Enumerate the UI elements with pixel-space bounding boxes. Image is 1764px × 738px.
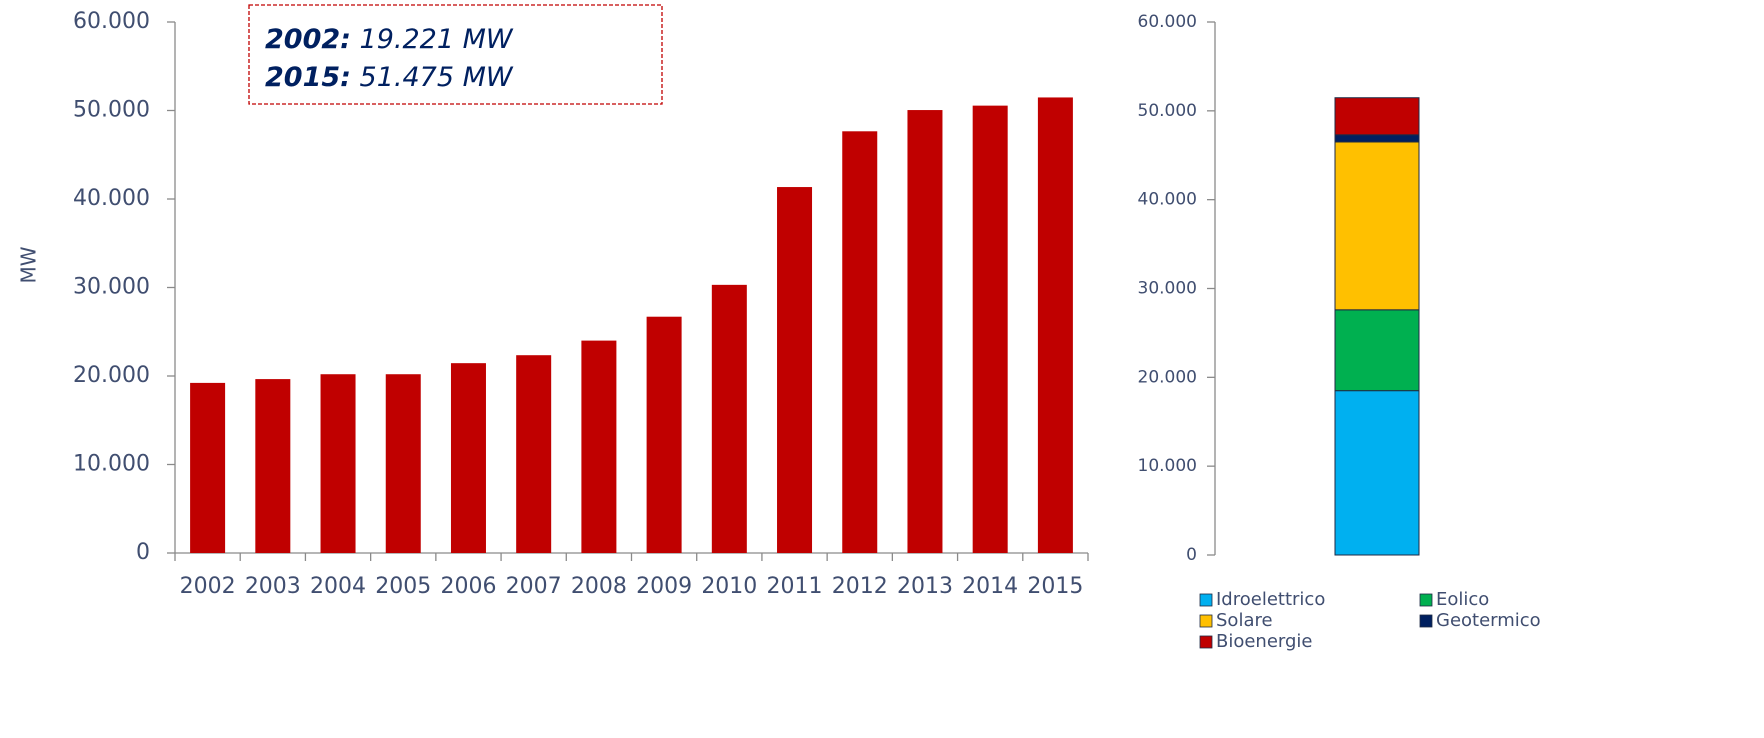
y-tick-label: 40.000 [73,186,150,211]
bar [450,363,486,553]
x-tick-label: 2015 [1027,574,1083,599]
y-tick-label: 10.000 [73,452,150,477]
x-tick-label: 2012 [832,574,888,599]
legend-swatch [1199,635,1213,649]
bar [711,284,747,553]
y-tick-label: 20.000 [73,363,150,388]
x-tick-label: 2008 [571,574,627,599]
legend-label: Eolico [1436,589,1489,610]
bar [907,110,943,554]
bar [581,340,617,553]
annotation-box [248,4,663,105]
legend-label: Idroelettrico [1216,589,1325,610]
bar [777,187,813,554]
x-tick-label: 2005 [375,574,431,599]
y-tick-label: 10.000 [1138,456,1197,476]
bar-segment [1334,390,1420,556]
annotation-value: 51.475 MW [360,62,514,93]
bar [190,382,226,553]
annotation-year: 2002: [265,24,351,55]
y-tick-label: 0 [136,540,150,565]
x-tick-label: 2009 [636,574,692,599]
annotation: 2002: 19.221 MW [265,24,514,55]
annotation-year: 2015: [265,62,351,93]
annotation-space [351,62,360,93]
x-tick-label: 2010 [701,574,757,599]
x-tick-label: 2007 [506,574,562,599]
x-tick-label: 2011 [767,574,823,599]
legend-swatch [1419,593,1433,607]
x-tick-label: 2006 [440,574,496,599]
bar [646,316,682,553]
y-tick-label: 30.000 [73,275,150,300]
y-tick-label: 60.000 [73,9,150,34]
bar-segment [1334,97,1420,136]
annotation-value: 19.221 MW [360,24,514,55]
legend-swatch [1419,614,1433,628]
legend-swatch [1199,614,1213,628]
x-tick-label: 2013 [897,574,953,599]
legend-swatch [1199,593,1213,607]
legend-label: Bioenergie [1216,631,1313,652]
y-tick-label: 40.000 [1138,190,1197,210]
y-tick-label: 50.000 [73,98,150,123]
bar [516,355,552,553]
y-tick-label: 50.000 [1138,101,1197,121]
legend-label: Solare [1216,610,1273,631]
x-tick-label: 2004 [310,574,366,599]
bar [972,105,1008,553]
annotation: 2015: 51.475 MW [265,62,514,93]
legend-label: Geotermico [1436,610,1541,631]
annotation-space [351,24,360,55]
y-tick-label: 0 [1186,545,1197,565]
x-tick-label: 2014 [962,574,1018,599]
bar-segment [1334,134,1420,143]
bar [842,131,878,554]
y-tick-label: 60.000 [1138,12,1197,32]
bar-segment [1334,309,1420,392]
bar [255,379,291,553]
y-axis-label: MW [17,246,41,283]
bar [385,374,421,553]
bar-segment [1334,141,1420,311]
bar [320,374,356,553]
x-tick-label: 2003 [245,574,301,599]
y-tick-label: 30.000 [1138,279,1197,299]
x-tick-label: 2002 [180,574,236,599]
y-tick-label: 20.000 [1138,367,1197,387]
bar [1037,97,1073,553]
